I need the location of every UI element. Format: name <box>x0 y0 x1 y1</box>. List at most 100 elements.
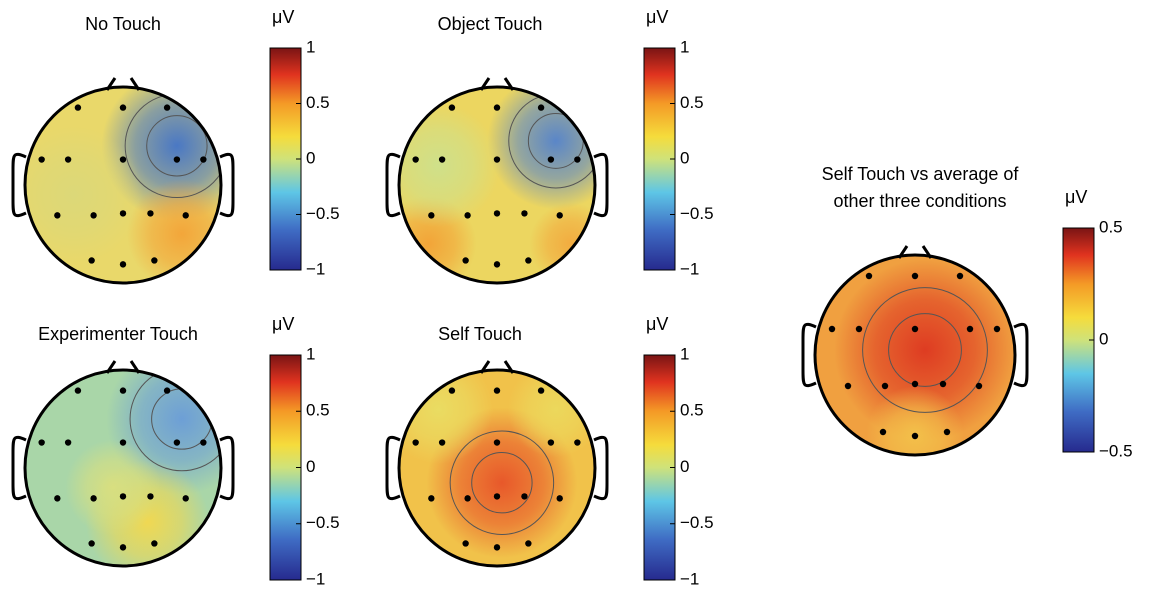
electrode <box>525 540 532 547</box>
electrode <box>147 210 154 217</box>
electrode <box>200 439 207 446</box>
electrode <box>448 387 456 394</box>
head-outline <box>397 85 597 285</box>
colorbar-tick-label: 0 <box>306 457 315 476</box>
electrode <box>911 380 919 388</box>
electrode <box>54 495 61 502</box>
nose <box>479 360 515 374</box>
panel-title: Experimenter Touch <box>38 324 198 344</box>
electrode <box>911 432 919 440</box>
nose <box>105 360 141 374</box>
electrode <box>200 156 207 163</box>
electrode <box>521 210 528 217</box>
electrode <box>462 540 469 547</box>
colorbar-tick-label: −0.5 <box>306 204 340 223</box>
electrode <box>151 257 158 264</box>
head-outline <box>23 85 223 285</box>
colorbar-tick-label: −1 <box>680 569 699 588</box>
electrode <box>438 156 446 163</box>
electrode <box>865 272 873 280</box>
colorbar-tick-label: 0.5 <box>306 93 330 112</box>
electrode <box>119 104 127 111</box>
electrode <box>54 212 61 219</box>
colorbar-tick-label: −1 <box>680 259 699 278</box>
electrode <box>493 387 501 394</box>
electrode <box>493 261 501 268</box>
colorbar-tick-label: 0.5 <box>1099 217 1123 236</box>
contour <box>862 287 988 413</box>
electrode <box>119 387 127 394</box>
electrode <box>88 257 95 264</box>
field-blob <box>399 103 500 228</box>
nose <box>897 245 933 259</box>
electrode <box>163 104 171 111</box>
electrode <box>911 272 919 280</box>
electrode <box>993 325 1001 333</box>
electrode <box>438 439 446 446</box>
colorbar-tick-label: 0 <box>680 148 689 167</box>
panel-title: No Touch <box>85 14 161 34</box>
colorbar-tick-label: 0.5 <box>680 93 704 112</box>
electrode <box>956 272 964 280</box>
colorbar-tick-label: 1 <box>680 344 689 363</box>
electrode <box>547 156 555 163</box>
electrode <box>462 257 469 264</box>
electrode <box>939 380 947 388</box>
colorbar-tick-label: −0.5 <box>306 513 340 532</box>
electrode <box>38 156 45 163</box>
colorbar-tick-label: 0 <box>680 457 689 476</box>
colorbar-unit: μV <box>272 314 294 334</box>
electrode <box>119 210 127 217</box>
ear <box>11 435 27 501</box>
head-outline <box>397 368 597 568</box>
electrode <box>182 212 189 219</box>
electrode <box>119 439 127 446</box>
colorbar-tick-label: −0.5 <box>680 204 714 223</box>
electrode <box>173 156 181 163</box>
electrode <box>493 544 501 551</box>
head-outline <box>23 368 223 568</box>
electrode <box>119 544 127 551</box>
electrode <box>493 493 501 500</box>
panel-title: Object Touch <box>438 14 543 34</box>
contour <box>449 430 555 535</box>
head-outline <box>813 253 1017 457</box>
electrode <box>493 210 501 217</box>
panel-title: Self Touch vs average of <box>822 164 1020 184</box>
electrode <box>943 428 951 436</box>
colorbar-tick-label: −1 <box>306 569 325 588</box>
field-blob <box>834 259 1015 441</box>
electrode <box>151 540 158 547</box>
electrode <box>855 325 863 333</box>
electrode <box>88 540 95 547</box>
field-blob <box>65 439 162 536</box>
electrode <box>879 428 887 436</box>
electrode <box>182 495 189 502</box>
colorbar-tick-label: 0.5 <box>306 401 330 420</box>
electrode <box>537 387 545 394</box>
electrode <box>464 212 471 219</box>
electrode <box>428 212 435 219</box>
colorbar <box>643 47 676 271</box>
electrode <box>74 387 82 394</box>
colorbar-tick-label: 1 <box>306 344 315 363</box>
colorbar-tick-label: −0.5 <box>1099 441 1133 460</box>
contour <box>888 313 962 387</box>
contour <box>129 370 221 472</box>
electrode <box>574 156 581 163</box>
electrode <box>493 104 501 111</box>
electrode <box>119 493 127 500</box>
electrode <box>574 439 581 446</box>
ear <box>385 435 401 501</box>
nose <box>105 77 141 91</box>
ear <box>593 152 609 218</box>
colorbar-unit: μV <box>646 7 668 27</box>
electrode <box>521 493 528 500</box>
ear <box>385 152 401 218</box>
electrode <box>428 495 435 502</box>
colorbar-tick-label: −1 <box>306 259 325 278</box>
colorbar <box>269 47 302 271</box>
electrode <box>173 439 181 446</box>
electrode <box>844 382 852 390</box>
colorbar-tick-label: −0.5 <box>680 513 714 532</box>
